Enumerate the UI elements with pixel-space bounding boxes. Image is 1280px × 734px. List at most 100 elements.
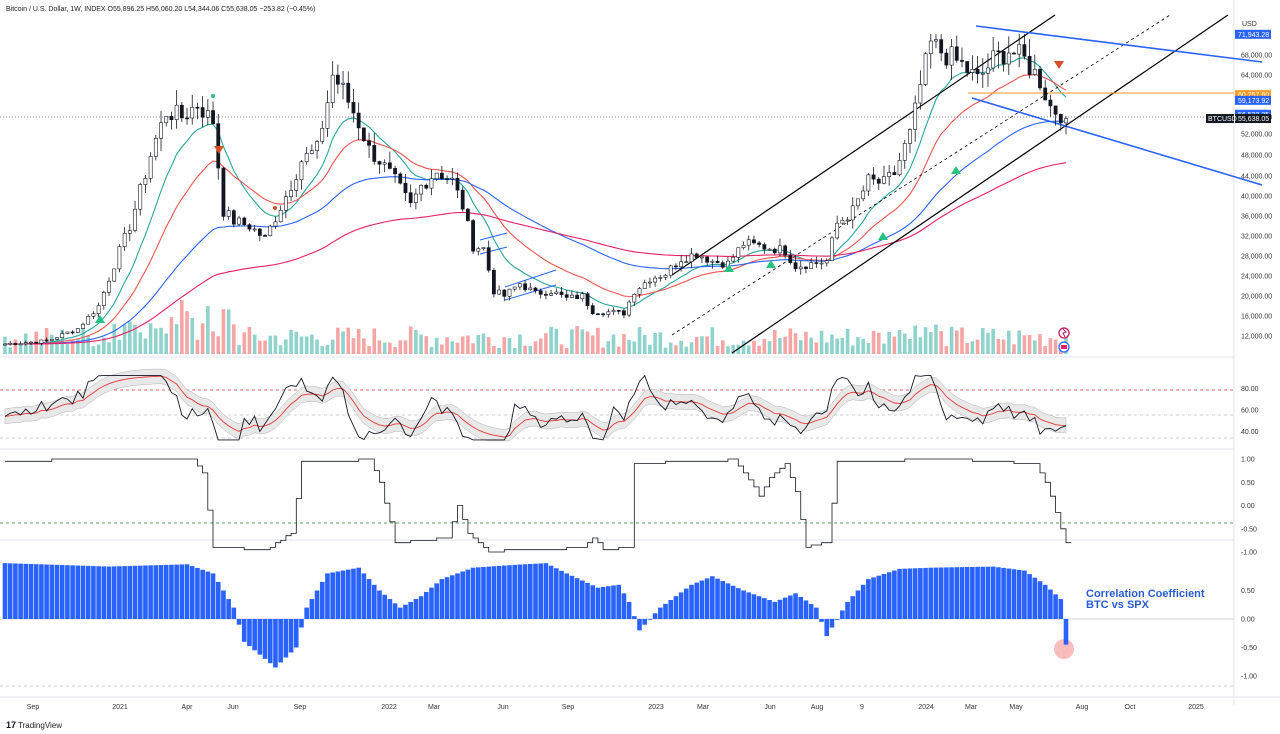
volume-bars (3, 300, 1068, 354)
candle-body (996, 50, 1001, 53)
correlation-bar (132, 565, 138, 619)
correlation-line-pane (0, 458, 1234, 553)
candle-body (637, 288, 642, 295)
candle-body (616, 310, 621, 312)
correlation-bar (434, 583, 439, 619)
candle-body (674, 265, 678, 268)
correlation-bar (377, 590, 382, 619)
correlation-bar (449, 575, 455, 619)
correlation-bar (569, 575, 575, 619)
time-tick-label: Mar (428, 704, 441, 711)
correlation-bar (1048, 589, 1053, 619)
candle-body (850, 205, 855, 221)
volume-bar (1022, 335, 1027, 354)
buy-signal-marker (95, 315, 105, 323)
candle-body (497, 289, 501, 295)
volume-bar (29, 342, 33, 354)
moving-average-line-21 (5, 74, 1067, 345)
candle-body (398, 173, 403, 184)
volume-bar (601, 347, 605, 354)
candle-body (715, 260, 720, 263)
correlation-bar (403, 604, 408, 619)
correlation-bar (179, 564, 185, 619)
candle-body (585, 293, 590, 306)
candle-body (86, 316, 91, 325)
candle-body (486, 247, 491, 271)
volume-bar (102, 337, 106, 354)
volume-bar (39, 341, 44, 354)
candle-body (195, 106, 200, 109)
volume-bar (455, 342, 460, 354)
correlation-bar (215, 581, 221, 619)
buy-signal-marker (951, 166, 961, 174)
correlation-bar (855, 590, 861, 619)
candle-body (237, 217, 241, 225)
volume-bar (861, 338, 865, 354)
correlation-bar (600, 586, 606, 619)
candle-body (216, 123, 221, 169)
rsi-tick-label: 40.00 (1241, 429, 1259, 436)
volume-bar (325, 344, 330, 354)
logo-text: TradingView (18, 721, 62, 730)
candle-body (1048, 99, 1053, 107)
correlation-bar (793, 593, 798, 619)
candle-body (991, 50, 996, 69)
time-tick-label: Mar (965, 704, 978, 711)
volume-bar (648, 344, 652, 354)
correlation-bar (876, 575, 882, 619)
correlation-bar (231, 607, 237, 619)
wedge-lower-line (971, 97, 1263, 186)
correlation-bar (736, 588, 741, 619)
volume-bar (138, 332, 143, 354)
candle-body (148, 156, 153, 179)
correlation-bar (616, 584, 622, 619)
price-tick-label: 48,000.00 (1241, 153, 1272, 160)
candle-body (705, 256, 710, 263)
volume-bar (866, 343, 871, 354)
volume-bar (117, 339, 122, 354)
volume-bar (86, 335, 91, 354)
volume-bar (403, 340, 408, 354)
volume-bar (408, 326, 413, 354)
volume-bar (720, 340, 725, 354)
candle-body (127, 230, 132, 234)
correlation-bar (543, 563, 549, 619)
correlation-bar (351, 568, 356, 619)
correlation-bar (59, 565, 65, 619)
correlation-bar (189, 566, 195, 619)
candle-body (871, 174, 876, 180)
candle-body (164, 116, 169, 124)
correlation-bar (985, 566, 991, 619)
volume-bar (1043, 345, 1047, 354)
volume-bar (330, 339, 335, 354)
volume-bar (934, 324, 938, 354)
candle-body (341, 82, 345, 85)
annotation-line-1: Correlation Coefficient (1086, 588, 1205, 600)
candle-body (1001, 50, 1006, 65)
volume-bar (528, 346, 533, 354)
correlation-bar (195, 567, 200, 619)
volume-bar (778, 337, 782, 354)
candle-body (81, 323, 85, 329)
volume-bar (559, 344, 564, 354)
volume-bar (70, 340, 75, 354)
time-tick-label: Sep (294, 704, 307, 711)
correlation-bar (663, 603, 668, 619)
volume-bar (705, 336, 709, 354)
volume-bar (710, 327, 715, 354)
candle-body (965, 61, 970, 73)
pivot-dot (211, 94, 215, 98)
candle-body (684, 261, 689, 263)
correlation-bar (44, 564, 49, 619)
correlation-bar (538, 563, 544, 619)
correlation-bar (574, 578, 580, 619)
signal-markers (95, 61, 1064, 323)
candle-body (606, 311, 611, 315)
volume-bar (544, 333, 548, 354)
candle-body (882, 176, 886, 184)
candle-body (476, 248, 481, 252)
volume-bar (949, 326, 954, 354)
volume-bar (50, 334, 54, 354)
candle-body (325, 102, 330, 129)
